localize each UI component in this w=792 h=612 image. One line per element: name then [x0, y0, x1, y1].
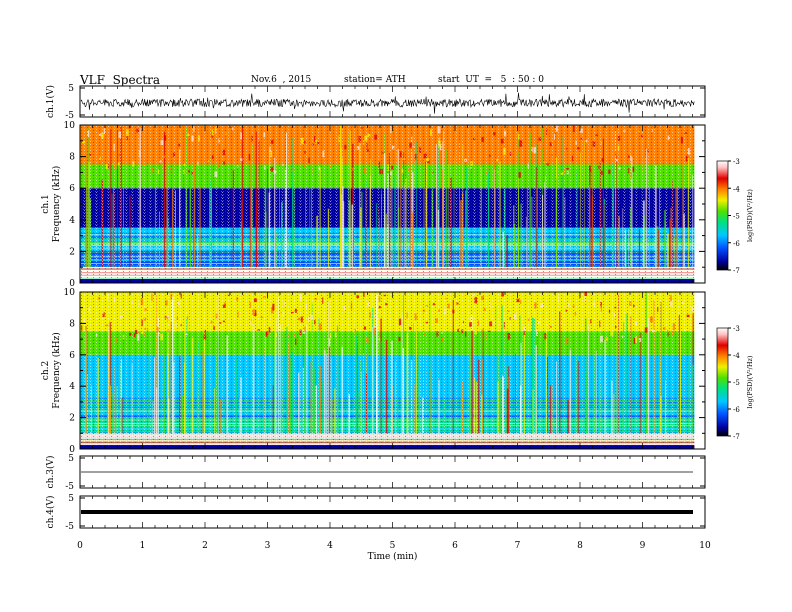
x-tick-label: 8: [577, 541, 583, 551]
y-tick-label: 4: [69, 382, 75, 392]
colorbar-tick-label: -4: [733, 352, 740, 360]
colorbar-label: log(PSD)(V²/Hz): [746, 189, 754, 242]
ch1-spectrogram-image: [80, 125, 695, 284]
y-tick-label: 10: [64, 288, 76, 298]
colorbar-tick-label: -7: [733, 433, 740, 441]
y-tick-label: 6: [69, 184, 75, 194]
y-tick-label: 8: [69, 319, 75, 329]
x-tick-label: 2: [202, 541, 208, 551]
colorbar-label: log(PSD)(V²/Hz): [746, 355, 754, 408]
x-axis-label: Time (min): [368, 551, 418, 562]
colorbar-tick-label: -3: [733, 325, 740, 333]
ch1-colorbar: -3 -4 -5 -6 -7 log(PSD)(V²/Hz): [716, 158, 754, 275]
colorbar-tick-label: -7: [733, 267, 740, 275]
y-tick-label: 8: [69, 153, 75, 163]
figure-title: VLF Spectra: [80, 73, 161, 87]
y-tick-label: 6: [69, 351, 75, 361]
colorbar-scale: [716, 327, 729, 437]
y-tick-label: 4: [69, 216, 75, 226]
x-tick-label: 9: [640, 541, 646, 551]
y-axis-label: ch.1: [41, 194, 51, 213]
psd-texture: [80, 125, 695, 283]
date-label: Nov.6 , 2015: [251, 75, 312, 85]
colorbar-tick-label: -6: [733, 406, 740, 414]
colorbar-tick-label: -5: [733, 213, 740, 221]
y-tick-label: 5: [68, 454, 74, 464]
y-tick-label: 5: [68, 494, 74, 504]
colorbar-tick-label: -4: [733, 185, 740, 193]
y-axis-label: Frequency (kHz): [51, 166, 62, 243]
y-axis-label: Frequency (kHz): [51, 332, 62, 409]
x-tick-label: 1: [140, 541, 146, 551]
colorbar-tick-label: -6: [733, 240, 740, 248]
ch2-colorbar: -3 -4 -5 -6 -7 log(PSD)(V²/Hz): [716, 325, 754, 441]
y-tick-label: -5: [65, 522, 74, 532]
ch1-ylabel: ch.1 Frequency (kHz): [41, 166, 62, 243]
y-tick-label: 0: [69, 279, 75, 289]
y-tick-label: 0: [69, 445, 75, 455]
y-tick-label: -5: [65, 111, 74, 121]
x-tick-label: 10: [699, 541, 711, 551]
x-tick-label: 7: [515, 541, 521, 551]
y-tick-label: 2: [69, 247, 75, 257]
ch1-ylabel: ch.1(V): [45, 85, 56, 118]
ch2-ylabel: ch.2 Frequency (kHz): [41, 332, 62, 409]
y-tick-label: 5: [68, 84, 74, 94]
x-tick-label: 0: [77, 541, 83, 551]
x-tick-label: 6: [452, 541, 458, 551]
ch1-trace: [80, 92, 695, 114]
ch4-ylabel: ch.4(V): [45, 496, 56, 529]
colorbar-tick-label: -3: [733, 158, 740, 166]
psd-band: [80, 279, 695, 283]
x-tick-label: 4: [327, 541, 333, 551]
ch2-spectrogram-image: [80, 292, 695, 449]
ch3-ylabel: ch.3(V): [45, 456, 56, 489]
psd-texture: [80, 292, 695, 449]
psd-band: [80, 445, 695, 449]
station-label: station= ATH: [344, 75, 406, 85]
x-tick-label: 5: [390, 541, 396, 551]
y-tick-label: 2: [69, 414, 75, 424]
y-tick-label: -5: [65, 482, 74, 492]
start-time-label: start UT = 5 : 50 : 0: [438, 75, 544, 85]
y-tick-label: 10: [64, 121, 76, 131]
x-tick-label: 3: [265, 541, 271, 551]
y-axis-label: ch.2: [41, 361, 51, 380]
colorbar-scale: [716, 160, 729, 271]
colorbar-tick-label: -5: [733, 379, 740, 387]
